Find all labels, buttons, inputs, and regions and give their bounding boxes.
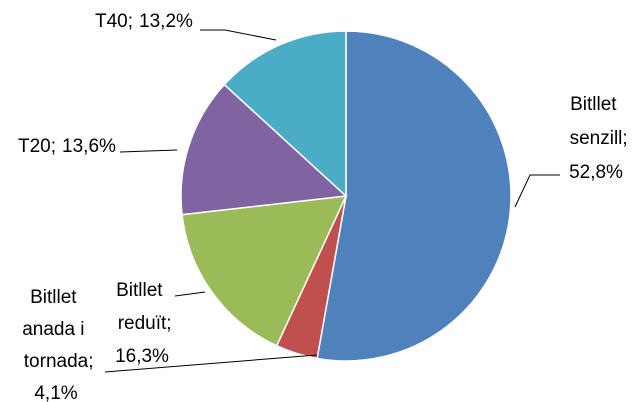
value-label: 52,8% — [569, 162, 623, 183]
value-label: 4,1% — [34, 383, 77, 402]
category-line: reduït — [118, 313, 167, 334]
category-line: Bitllet — [30, 287, 82, 308]
label-separator: ; — [622, 128, 627, 149]
category-line: senzill — [570, 128, 623, 149]
leader-line — [104, 354, 318, 373]
category-label: Bitllet senzill — [570, 94, 623, 149]
category-line: anada i — [22, 319, 90, 340]
label-separator: ; — [88, 351, 93, 372]
value-label: 13,2% — [139, 11, 193, 32]
pie-slice — [180, 83, 348, 216]
label-separator: ; — [51, 136, 56, 157]
value-label: 16,3% — [115, 346, 169, 367]
category-label: T20 — [18, 136, 51, 157]
pie-slice — [181, 195, 348, 347]
label-separator: ; — [166, 313, 171, 334]
leader-line — [514, 174, 560, 208]
leader-line — [119, 149, 178, 153]
category-label: Bitllet reduït — [116, 280, 168, 334]
pie-slice — [223, 30, 347, 198]
leader-line — [200, 29, 277, 41]
value-label: 13,6% — [62, 136, 116, 157]
category-line: tornada — [24, 351, 89, 372]
category-label: T40 — [95, 11, 128, 32]
category-line: Bitllet — [116, 280, 168, 301]
category-label: Bitllet anada i tornada — [22, 287, 90, 372]
category-line: Bitllet — [570, 94, 622, 115]
leader-line — [174, 291, 206, 297]
label-separator: ; — [128, 11, 133, 32]
pie-slice — [316, 30, 512, 362]
